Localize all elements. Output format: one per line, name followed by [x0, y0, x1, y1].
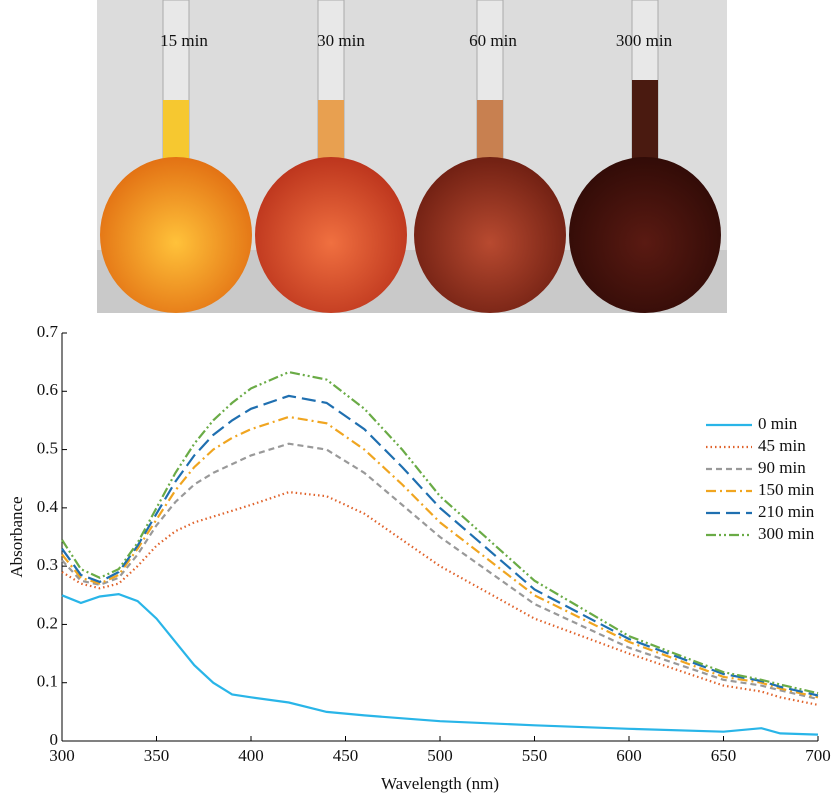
legend-label: 45 min	[758, 436, 806, 455]
flask	[414, 157, 566, 313]
y-tick-label: 0	[50, 730, 59, 749]
legend-label: 210 min	[758, 502, 815, 521]
y-tick-label: 0.7	[37, 322, 59, 341]
photo-label: 30 min	[317, 31, 365, 50]
legend-label: 300 min	[758, 524, 815, 543]
photo-label: 60 min	[469, 31, 517, 50]
y-tick-label: 0.4	[37, 497, 59, 516]
x-tick-label: 400	[238, 746, 264, 765]
x-axis-label: Wavelength (nm)	[381, 774, 499, 793]
photo-label: 300 min	[616, 31, 673, 50]
photo-label: 15 min	[160, 31, 208, 50]
flask	[569, 157, 721, 313]
y-tick-label: 0.2	[37, 613, 58, 632]
flask-neck	[632, 80, 658, 160]
series-line	[61, 490, 819, 706]
series-line	[61, 394, 819, 697]
legend-label: 90 min	[758, 458, 806, 477]
x-tick-label: 650	[711, 746, 737, 765]
legend-label: 0 min	[758, 414, 798, 433]
y-tick-label: 0.5	[37, 438, 58, 457]
series-line	[61, 370, 819, 695]
flask	[255, 157, 407, 313]
x-tick-label: 700	[805, 746, 831, 765]
series-line	[61, 415, 819, 699]
flask-neck	[318, 100, 344, 160]
x-tick-label: 450	[333, 746, 359, 765]
x-tick-label: 500	[427, 746, 453, 765]
photo: 15 min 30 min 60 min 300 min	[97, 0, 727, 313]
y-tick-label: 0.1	[37, 672, 58, 691]
series-line	[61, 442, 819, 701]
y-tick-label: 0.6	[37, 380, 58, 399]
flask-neck	[477, 100, 503, 160]
flask	[100, 157, 252, 313]
x-tick-label: 550	[522, 746, 548, 765]
x-tick-label: 350	[144, 746, 170, 765]
flask-neck	[163, 100, 189, 160]
y-tick-label: 0.3	[37, 555, 58, 574]
x-tick-label: 300	[49, 746, 75, 765]
series-line	[61, 592, 819, 736]
x-tick-label: 600	[616, 746, 642, 765]
y-axis-label: Absorbance	[7, 496, 26, 577]
legend-label: 150 min	[758, 480, 815, 499]
